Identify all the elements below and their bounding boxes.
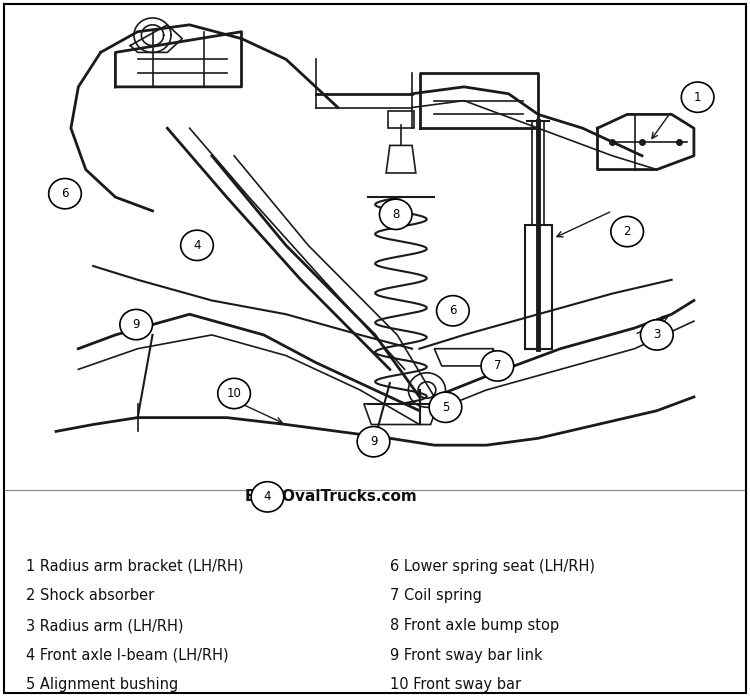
Text: 9 Front sway bar link: 9 Front sway bar link: [390, 648, 542, 663]
Text: 8 Front axle bump stop: 8 Front axle bump stop: [390, 618, 559, 633]
Circle shape: [120, 309, 152, 339]
Circle shape: [181, 230, 213, 260]
Text: 8: 8: [392, 208, 400, 220]
Circle shape: [429, 392, 462, 422]
Text: 10 Front sway bar: 10 Front sway bar: [390, 678, 521, 692]
Circle shape: [49, 178, 81, 209]
Circle shape: [436, 295, 470, 326]
Text: 2 Shock absorber: 2 Shock absorber: [26, 589, 154, 603]
Circle shape: [681, 82, 714, 112]
Circle shape: [357, 426, 390, 457]
Text: 7 Coil spring: 7 Coil spring: [390, 589, 482, 603]
Text: 1: 1: [694, 91, 701, 104]
Circle shape: [610, 216, 644, 246]
Text: 6 Lower spring seat (LH/RH): 6 Lower spring seat (LH/RH): [390, 559, 595, 574]
Text: 3: 3: [653, 328, 661, 342]
Circle shape: [481, 351, 514, 381]
Text: 6: 6: [62, 187, 69, 200]
Text: 4: 4: [194, 239, 201, 252]
Text: 5: 5: [442, 401, 449, 414]
Text: 5 Alignment bushing: 5 Alignment bushing: [26, 678, 178, 692]
Text: 6: 6: [449, 304, 457, 317]
Text: 4 Front axle I-beam (LH/RH): 4 Front axle I-beam (LH/RH): [26, 648, 229, 663]
Circle shape: [251, 482, 284, 512]
Text: 4: 4: [264, 490, 272, 503]
Circle shape: [640, 320, 674, 350]
Text: 9: 9: [133, 318, 140, 331]
Text: 7: 7: [494, 359, 501, 372]
Text: 10: 10: [226, 387, 242, 400]
Text: 1 Radius arm bracket (LH/RH): 1 Radius arm bracket (LH/RH): [26, 559, 244, 574]
Text: BlueOvalTrucks.com: BlueOvalTrucks.com: [244, 489, 417, 504]
Circle shape: [217, 378, 250, 409]
Text: 2: 2: [623, 225, 631, 238]
Circle shape: [380, 199, 412, 230]
Text: 9: 9: [370, 435, 377, 448]
Text: 3 Radius arm (LH/RH): 3 Radius arm (LH/RH): [26, 618, 184, 633]
